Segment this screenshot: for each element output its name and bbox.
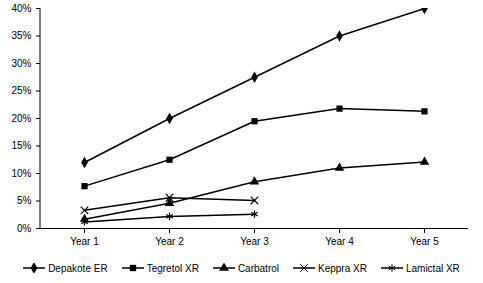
svg-text:40%: 40%	[11, 3, 31, 14]
html-text:Depakote ER: Depakote ER	[48, 262, 108, 274]
svg-text:Year 1: Year 1	[70, 236, 99, 247]
svg-text:Year 2: Year 2	[155, 236, 184, 247]
svg-text:Year 5: Year 5	[410, 236, 439, 247]
svg-text:Year 4: Year 4	[325, 236, 354, 247]
svg-text:25%: 25%	[11, 85, 31, 96]
svg-text:5%: 5%	[17, 195, 32, 206]
svg-text:30%: 30%	[11, 58, 31, 69]
svg-text:Year 3: Year 3	[240, 236, 269, 247]
svg-text:35%: 35%	[11, 30, 31, 41]
svg-text:20%: 20%	[11, 113, 31, 124]
html-text:Tegretol XR: Tegretol XR	[146, 262, 199, 274]
svg-text:15%: 15%	[11, 140, 31, 151]
html-text:Carbatrol: Carbatrol	[237, 262, 279, 274]
html-text:Lamictal XR: Lamictal XR	[405, 262, 460, 274]
svg-text:10%: 10%	[11, 168, 31, 179]
html-text:Keppra XR: Keppra XR	[318, 262, 367, 274]
svg-text:0%: 0%	[17, 223, 32, 234]
